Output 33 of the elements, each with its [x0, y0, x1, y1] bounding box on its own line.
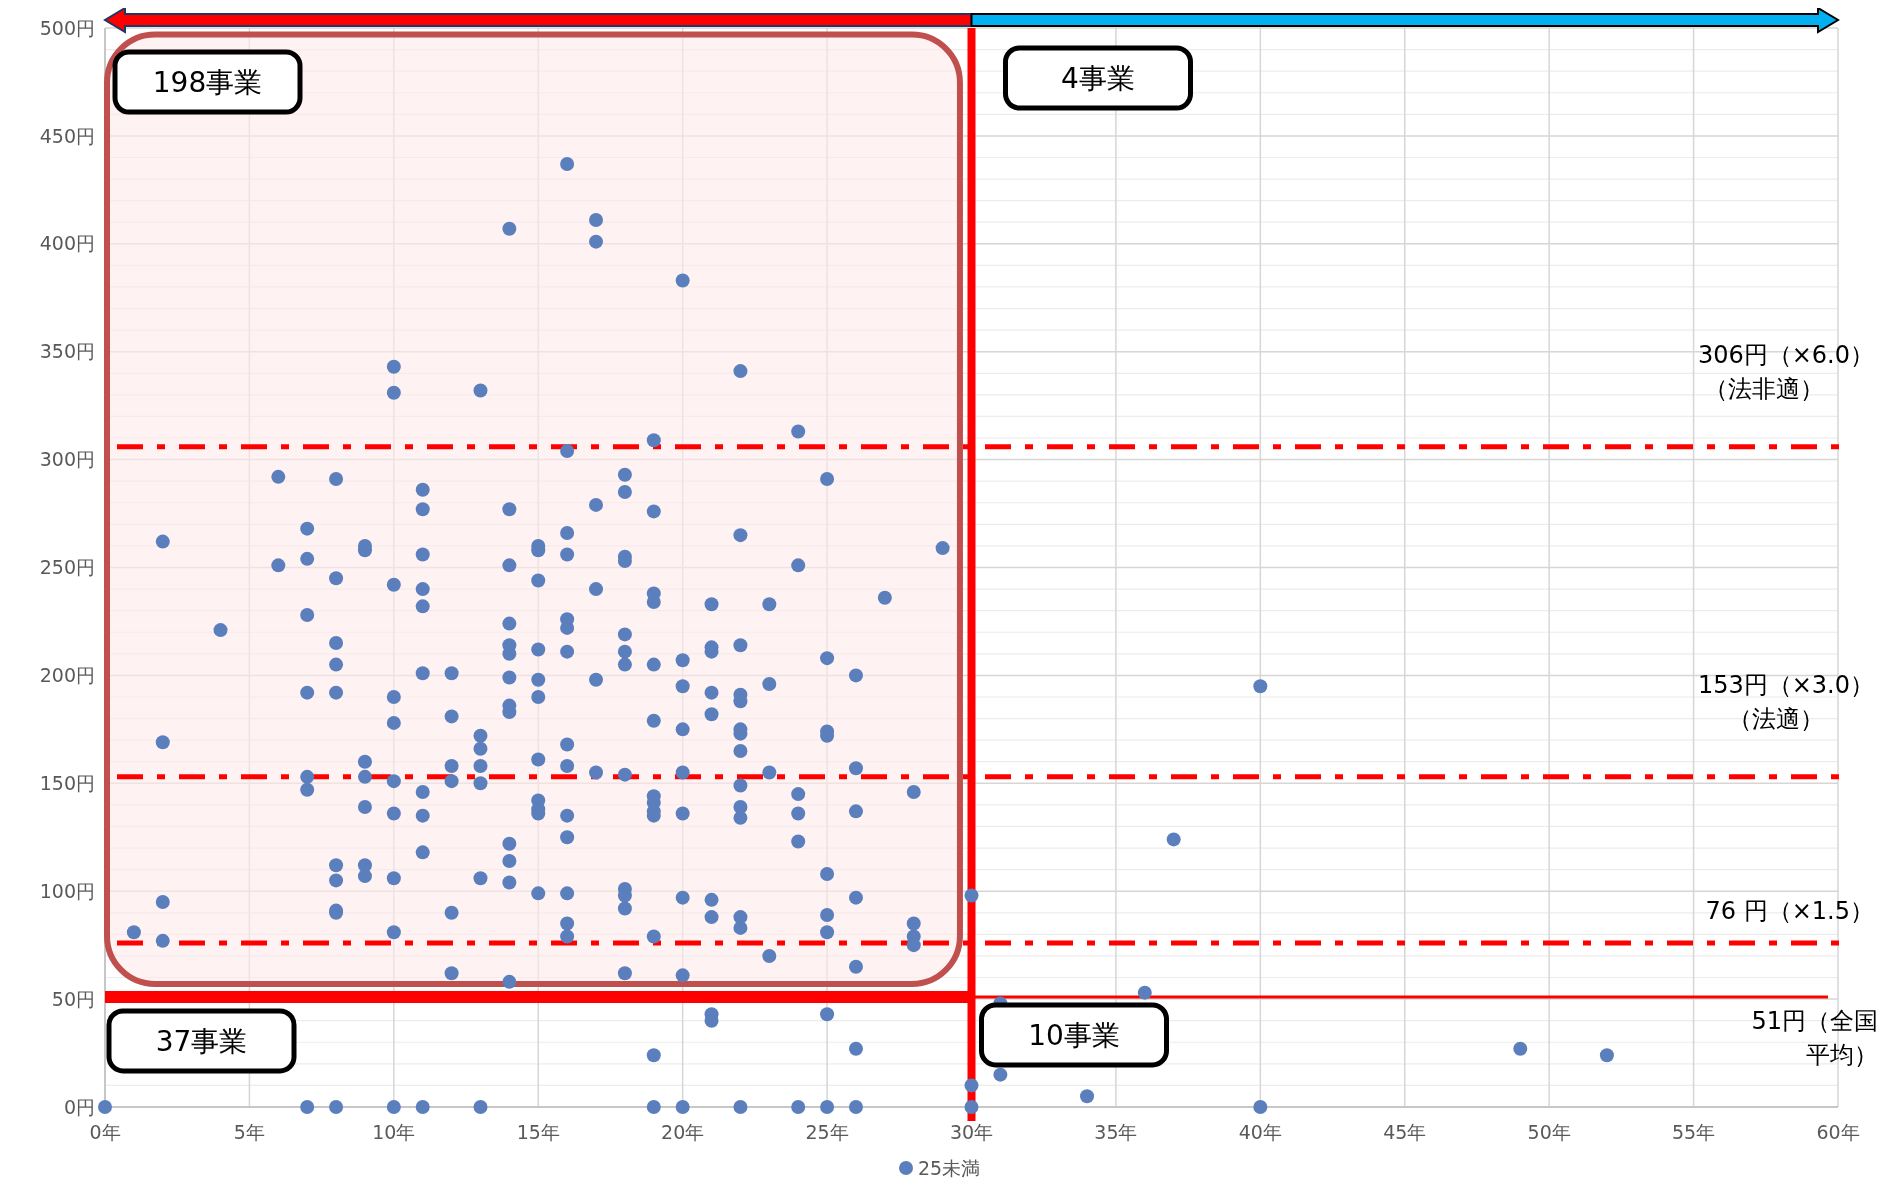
- x-tick-label: 50年: [1527, 1121, 1571, 1143]
- x-tick-label: 0年: [89, 1121, 121, 1143]
- ref-line-label: 76 円（×1.5）: [1705, 896, 1874, 925]
- ref-line-label: 153円（×3.0）（法適）: [1697, 670, 1874, 733]
- y-tick-label: 300円: [39, 448, 95, 471]
- x-tick-label: 30年: [949, 1121, 994, 1143]
- annotation: 4事業: [1061, 61, 1135, 95]
- y-tick-label: 350円: [39, 340, 95, 363]
- x-tick-label: 40年: [1238, 1121, 1282, 1143]
- x-tick-label: 5年: [233, 1121, 265, 1143]
- x-tick-label: 20年: [661, 1121, 705, 1143]
- x-tick-label: 45年: [1383, 1121, 1427, 1143]
- y-tick-label: 450円: [39, 124, 95, 147]
- annotation: 198事業: [152, 65, 263, 99]
- x-tick-label: 25年: [805, 1121, 849, 1143]
- x-tick-label: 15年: [516, 1121, 560, 1143]
- y-tick-label: 50円: [51, 987, 95, 1010]
- x-tick-label: 35年: [1094, 1121, 1138, 1143]
- x-tick-label: 60年: [1816, 1121, 1860, 1143]
- annotation: 10事業: [1028, 1018, 1120, 1052]
- x-tick-label: 55年: [1671, 1121, 1716, 1143]
- y-tick-label: 0円: [63, 1095, 95, 1118]
- ref-line-label: 51円（全国平均）: [1751, 1006, 1878, 1069]
- x-tick-label: 10年: [372, 1121, 416, 1143]
- y-tick-label: 500円: [39, 16, 95, 39]
- y-tick-label: 150円: [39, 771, 95, 794]
- y-tick-label: 250円: [39, 556, 95, 579]
- annotation: 37事業: [155, 1024, 248, 1058]
- y-tick-label: 100円: [39, 879, 95, 902]
- y-tick-label: 400円: [39, 232, 95, 255]
- y-tick-label: 200円: [39, 664, 95, 687]
- ref-line-label: 306円（×6.0）（法非適）: [1697, 340, 1874, 403]
- legend-label: 25未満: [918, 1157, 981, 1179]
